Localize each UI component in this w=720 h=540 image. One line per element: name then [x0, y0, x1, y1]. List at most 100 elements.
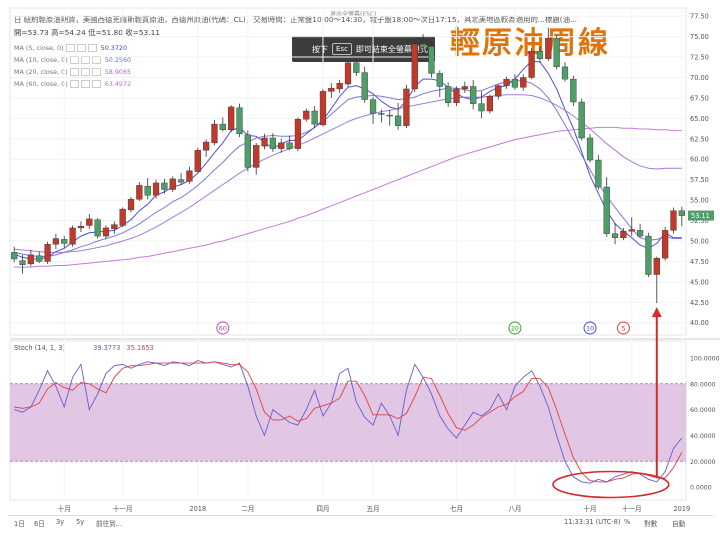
candle-body	[428, 46, 435, 74]
candle-body	[586, 137, 594, 161]
candle-body	[511, 78, 519, 88]
candle-body	[27, 254, 34, 265]
price-tick-label: 50.00	[690, 237, 709, 245]
candle-body	[311, 110, 318, 125]
visibility-toggle-icon[interactable]	[65, 44, 75, 52]
candle-body	[144, 186, 151, 196]
candle-body	[253, 145, 260, 168]
candle-body	[595, 159, 602, 188]
candle-body	[369, 99, 377, 114]
visibility-toggle-icon[interactable]	[69, 68, 79, 76]
candle-body	[344, 62, 352, 85]
range-3y-button[interactable]: 3y	[56, 518, 65, 526]
event-badge-label: 10	[586, 325, 594, 333]
candle-body	[353, 62, 360, 73]
candle-body	[436, 73, 443, 87]
candle-body	[177, 179, 185, 183]
ma-legend-row[interactable]: MA (10, close, 0) 50.2560	[14, 56, 131, 64]
esc-key-badge: Esc	[332, 43, 352, 55]
ma-legend-row[interactable]: MA (20, close, 0) 58.9065	[14, 68, 131, 76]
candle-body	[536, 51, 544, 59]
candle-body	[445, 86, 452, 104]
candle-body	[86, 218, 93, 226]
visibility-toggle-icon[interactable]	[69, 56, 79, 64]
event-badge	[616, 321, 630, 335]
goto-date-button[interactable]: 前往到...	[96, 520, 123, 528]
badge-layer: 60 20 10 5	[216, 321, 630, 335]
candle-body	[545, 38, 552, 59]
candle-body	[61, 239, 68, 244]
candle-body	[394, 115, 402, 126]
stoch-tick-label: 20.0000	[690, 459, 716, 466]
candle-body	[278, 142, 285, 149]
ma-legend-row[interactable]: MA (5, close, 0) 50.3720	[14, 44, 127, 52]
candle-body	[645, 235, 652, 275]
candle-body	[319, 91, 327, 126]
candle-body	[478, 103, 485, 112]
bottom-toolbar: 1日 6日 3y 5y 前往到... 11:33:31 (UTC-8) % 對數…	[8, 515, 713, 529]
price-tick-label: 67.50	[690, 94, 709, 102]
close-icon[interactable]	[91, 80, 101, 88]
settings-icon[interactable]	[80, 56, 90, 64]
ma-legend-label: MA (20, close, 0)	[14, 68, 68, 76]
candle-body	[461, 86, 468, 90]
candle-body	[69, 227, 76, 245]
log-scale-toggle[interactable]: 對數	[644, 520, 658, 528]
range-6d-button[interactable]: 6日	[34, 520, 45, 528]
candle-body	[503, 78, 510, 86]
candle-body	[486, 96, 493, 112]
settings-icon[interactable]	[76, 44, 86, 52]
auto-scale-toggle[interactable]: 自動	[672, 520, 686, 528]
stoch-tick-label: 40.0000	[690, 433, 716, 440]
candle-body	[520, 77, 527, 88]
visibility-toggle-icon[interactable]	[69, 80, 79, 88]
candle-body	[111, 224, 118, 229]
time-tick-label: 八月	[508, 505, 521, 513]
range-1d-button[interactable]: 1日	[14, 520, 25, 528]
stoch-legend[interactable]: Stoch (14, 1, 3) 39.3773 35.1653	[14, 344, 154, 352]
candle-body	[44, 244, 51, 262]
price-tick-label: 42.50	[690, 299, 709, 307]
ma-legend-label: MA (60, close, 0)	[14, 80, 68, 88]
settings-icon[interactable]	[80, 68, 90, 76]
candle-body	[303, 110, 310, 120]
candle-body	[119, 208, 126, 226]
close-icon[interactable]	[91, 56, 101, 64]
time-tick-label: 2019	[673, 505, 690, 513]
candle-body	[261, 137, 268, 147]
clock-readout: 11:33:31 (UTC-8)	[564, 518, 621, 526]
time-tick-label: 五月	[366, 505, 379, 513]
ma-line-2	[14, 94, 682, 253]
range-5y-button[interactable]: 5y	[76, 518, 85, 526]
candle-body	[470, 86, 477, 104]
price-tick-label: 65.00	[690, 115, 709, 123]
candle-body	[561, 66, 569, 80]
candle-body	[570, 78, 577, 103]
time-tick-label: 十月	[58, 504, 71, 513]
price-tick-label: 55.00	[690, 197, 709, 205]
candle-body	[203, 141, 210, 151]
ma-legend-row[interactable]: MA (60, close, 0) 63.4972	[14, 80, 131, 88]
candle-body	[36, 255, 43, 262]
percent-toggle[interactable]: %	[624, 518, 631, 526]
candle-body	[611, 233, 619, 238]
close-icon[interactable]	[87, 44, 97, 52]
candle-body	[19, 260, 26, 265]
candle-body	[403, 88, 410, 126]
candle-body	[628, 229, 635, 232]
time-tick-label: 十一月	[113, 504, 133, 513]
settings-icon[interactable]	[80, 80, 90, 88]
fullscreen-press-label: 按下	[312, 44, 328, 54]
close-icon[interactable]	[91, 68, 101, 76]
event-badge-label: 5	[621, 325, 625, 333]
price-tick-label: 62.50	[690, 135, 709, 143]
fullscreen-exit-banner[interactable]: 按下 Esc 即可結束全螢幕模式	[292, 36, 435, 62]
candle-body	[662, 230, 669, 259]
annotation-arrow-head	[651, 307, 662, 318]
candle-body	[411, 43, 418, 90]
candle-body	[102, 227, 110, 237]
candle-body	[136, 185, 143, 200]
axis-layer: 77.50 75.00 72.50 70.00 67.50 65.00 62.50 60.00…	[58, 13, 720, 513]
candle-body	[52, 238, 60, 245]
